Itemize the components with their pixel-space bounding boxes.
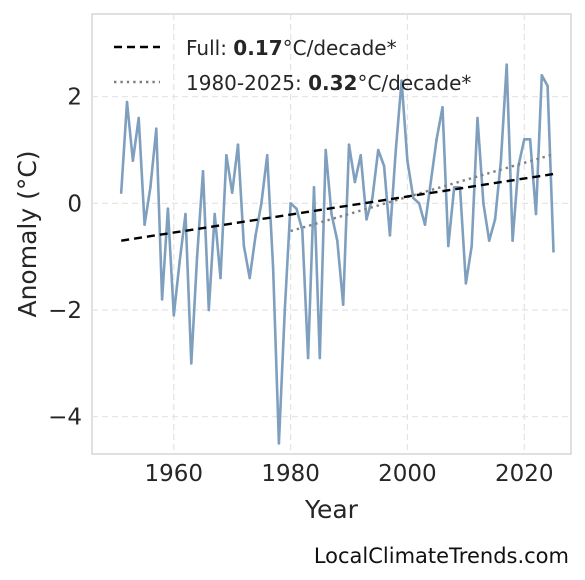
data-point	[528, 138, 532, 141]
data-point	[242, 244, 246, 248]
data-point	[470, 244, 473, 248]
data-point	[195, 255, 199, 258]
data-point	[149, 186, 152, 189]
data-point	[499, 159, 503, 162]
data-point	[178, 260, 181, 264]
data-point	[283, 308, 287, 312]
data-point	[411, 196, 415, 200]
data-point	[435, 138, 438, 141]
data-point	[324, 148, 327, 152]
x-tick-label: 2000	[378, 461, 437, 487]
x-tick-label: 1960	[145, 461, 204, 487]
data-point	[295, 207, 298, 210]
data-point	[388, 234, 392, 237]
full-trend-line	[121, 172, 554, 242]
legend: Full: 0.17°C/decade* 1980-2025: 0.32°C/d…	[114, 36, 471, 95]
data-point	[417, 202, 421, 205]
data-point	[225, 154, 228, 157]
y-tick-label: 0	[67, 191, 82, 217]
data-point	[505, 63, 509, 66]
y-tick-label: 2	[67, 85, 82, 111]
legend-full-suffix: °C/decade*	[283, 36, 397, 60]
data-point	[248, 276, 252, 280]
data-point	[511, 239, 514, 242]
data-point	[201, 170, 205, 173]
data-point	[482, 202, 485, 205]
data-point	[441, 106, 444, 109]
y-tick-label: −4	[48, 405, 82, 431]
data-point	[534, 212, 538, 216]
grid-lines	[92, 14, 571, 454]
data-point	[300, 228, 304, 232]
legend-full-label: Full: 0.17°C/decade*	[186, 36, 397, 60]
data-point	[137, 116, 141, 120]
legend-recent-value: 0.32	[308, 71, 357, 95]
data-point	[371, 196, 374, 200]
data-point	[452, 186, 456, 189]
x-tick-label: 2020	[495, 461, 554, 487]
data-point	[236, 143, 240, 146]
data-point	[546, 84, 549, 88]
data-point	[254, 234, 257, 237]
data-point	[394, 148, 398, 152]
data-point	[260, 202, 263, 205]
data-point	[464, 282, 468, 285]
legend-full-prefix: Full:	[186, 36, 233, 60]
data-point	[160, 298, 164, 301]
data-point	[277, 442, 281, 445]
recent-trend-line	[290, 153, 554, 233]
x-tick-label: 1980	[261, 461, 320, 487]
data-point	[271, 266, 275, 269]
data-point	[552, 250, 555, 253]
data-point	[131, 159, 135, 162]
data-point	[289, 202, 292, 205]
data-point	[365, 218, 368, 221]
data-point	[213, 212, 216, 216]
legend-full-value: 0.17	[233, 36, 282, 60]
legend-recent-label: 1980-2025: 0.32°C/decade*	[186, 71, 471, 95]
data-point	[476, 116, 479, 120]
watermark: LocalClimateTrends.com	[313, 544, 569, 568]
data-point	[353, 180, 357, 184]
tick-labels: 1960 1980 2000 2020 −4 −2 0 2	[48, 85, 553, 487]
data-point	[429, 180, 433, 184]
data-point	[166, 207, 170, 210]
data-point	[172, 314, 176, 317]
data-point	[219, 276, 222, 280]
data-point	[154, 127, 158, 130]
data-point	[423, 223, 427, 226]
data-point	[382, 164, 386, 168]
data-point	[312, 186, 316, 189]
y-tick-label: −2	[48, 298, 82, 324]
data-point	[347, 143, 351, 146]
data-point	[207, 308, 211, 312]
data-point	[119, 191, 123, 194]
data-point	[406, 159, 409, 162]
data-point	[318, 356, 322, 360]
data-point	[265, 154, 269, 157]
data-point	[522, 138, 526, 141]
data-point	[190, 362, 193, 365]
data-point	[359, 154, 363, 157]
data-point	[487, 239, 491, 242]
legend-recent-suffix: °C/decade*	[357, 71, 471, 95]
data-point	[306, 356, 310, 360]
data-point	[330, 212, 333, 216]
y-axis-label: Anomaly (°C)	[13, 150, 42, 317]
trend-layer	[121, 153, 554, 242]
data-point	[341, 303, 345, 306]
data-point	[400, 79, 403, 82]
data-point	[184, 212, 187, 216]
data-point	[540, 74, 544, 77]
legend-recent-prefix: 1980-2025:	[186, 71, 308, 95]
x-axis-label: Year	[304, 495, 359, 524]
data-point	[125, 100, 129, 104]
data-point	[493, 218, 497, 221]
data-point	[447, 244, 450, 248]
data-point	[230, 191, 234, 194]
data-point	[143, 223, 146, 226]
data-point	[376, 148, 380, 152]
data-point	[336, 239, 339, 242]
